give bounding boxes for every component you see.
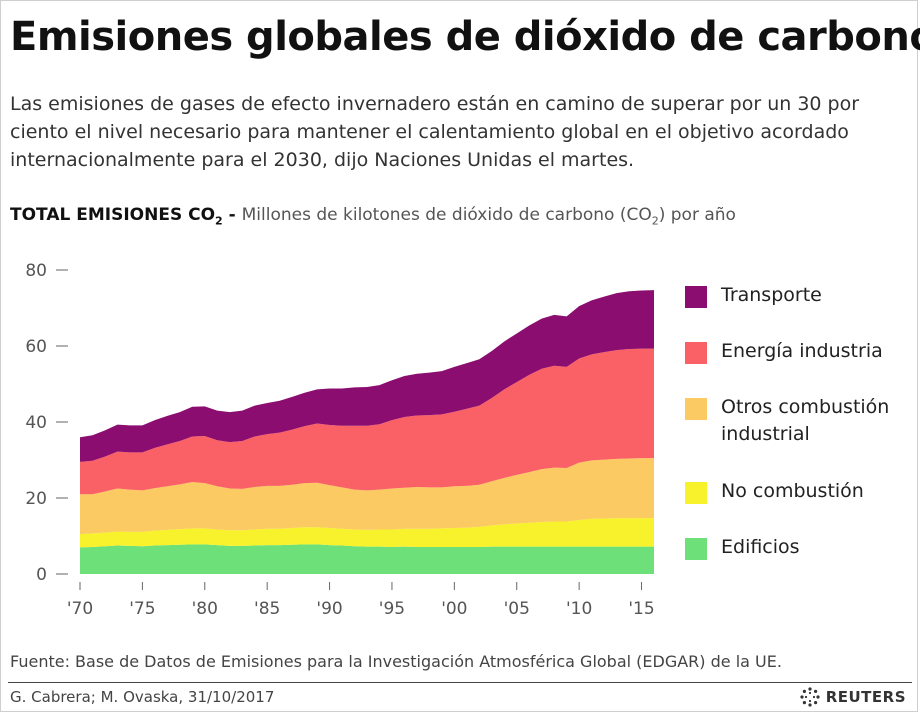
legend-label: Otros combustión industrial xyxy=(721,396,890,445)
area-series-4 xyxy=(80,290,654,462)
area-series-0 xyxy=(80,544,654,574)
x-tick-label: '15 xyxy=(628,599,654,619)
stacked-area-chart: 0 20 40 60 80 '70 '75 '80 '85 '90 '95 '00 '05 '10 '15 xyxy=(25,261,654,619)
metric-description: Millones de kilotones de dióxido de carb… xyxy=(241,205,736,228)
x-tick-label: '75 xyxy=(129,599,155,619)
x-tick-label: '00 xyxy=(441,599,467,619)
area-series-3 xyxy=(80,348,654,495)
footer-divider xyxy=(8,682,912,683)
legend-label: Energía industria xyxy=(721,340,883,362)
metric-name: TOTAL EMISIONES CO2 xyxy=(10,205,223,228)
legend-swatch xyxy=(685,482,707,504)
legend-swatch xyxy=(685,398,707,420)
legend-swatch xyxy=(685,538,707,560)
legend-label: No combustión xyxy=(721,480,864,502)
source-note: Fuente: Base de Datos de Emisiones para … xyxy=(10,652,782,671)
x-tick-label: '05 xyxy=(504,599,530,619)
chart-title: Emisiones globales de dióxido de carbono xyxy=(10,14,920,60)
y-tick-label: 60 xyxy=(25,337,47,357)
y-tick-label: 20 xyxy=(25,489,47,509)
x-tick-label: '70 xyxy=(67,599,93,619)
legend-item: Otros combustión industrial xyxy=(685,394,920,448)
area-series-2 xyxy=(80,458,654,535)
x-tick-label: '90 xyxy=(316,599,342,619)
metric-separator: - xyxy=(222,205,242,225)
y-tick-label: 80 xyxy=(25,261,47,281)
x-tick-label: '10 xyxy=(566,599,592,619)
area-series-1 xyxy=(80,518,654,548)
y-tick-label: 40 xyxy=(25,413,47,433)
legend-item: Energía industria xyxy=(685,338,920,365)
legend-label: Transporte xyxy=(721,284,822,306)
legend-swatch xyxy=(685,286,707,308)
legend-item: No combustión xyxy=(685,478,920,505)
legend-swatch xyxy=(685,342,707,364)
chart-subtitle: Las emisiones de gases de efecto inverna… xyxy=(10,93,860,171)
legend-item: Edificios xyxy=(685,534,920,561)
reuters-dots-icon xyxy=(800,687,820,707)
brand-name: REUTERS xyxy=(825,688,906,706)
credit-line: G. Cabrera; M. Ovaska, 31/10/2017 xyxy=(10,688,275,706)
legend-item: Transporte xyxy=(685,282,920,309)
x-tick-label: '80 xyxy=(192,599,218,619)
y-tick-label: 0 xyxy=(36,565,47,585)
legend-label: Edificios xyxy=(721,536,800,558)
x-tick-label: '95 xyxy=(379,599,405,619)
brand-logo: REUTERS xyxy=(799,686,906,708)
metric-heading: TOTAL EMISIONES CO2 - Millones de kiloto… xyxy=(10,205,736,227)
x-tick-label: '85 xyxy=(254,599,280,619)
